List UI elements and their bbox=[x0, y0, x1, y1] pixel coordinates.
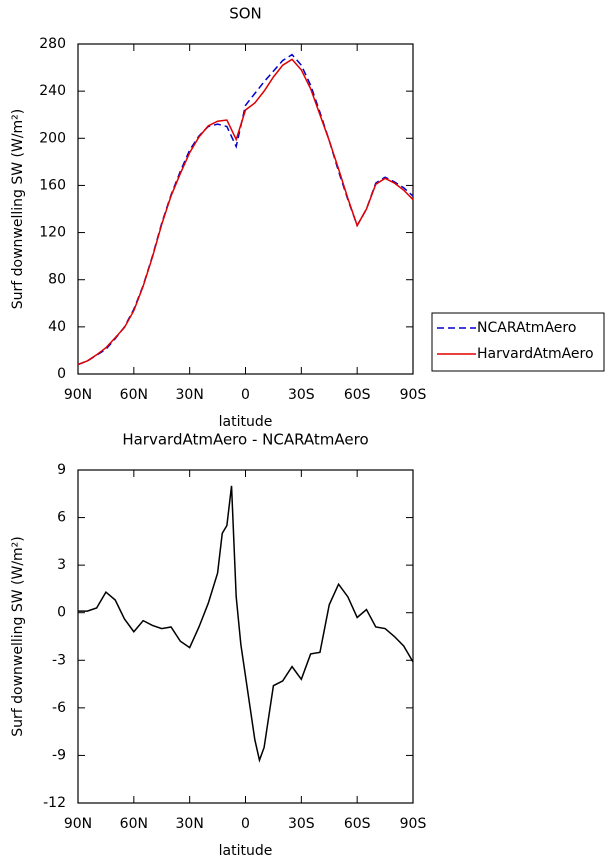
y-tick-label: 0 bbox=[57, 366, 66, 382]
data-line bbox=[77, 58, 414, 366]
y-tick-label: -9 bbox=[52, 747, 66, 763]
legend-box bbox=[431, 312, 605, 372]
x-tick-label: 30S bbox=[288, 387, 315, 403]
x-tick-label: 60N bbox=[120, 387, 148, 403]
x-tick-label: 30N bbox=[176, 387, 204, 403]
x-tick-label: 90N bbox=[64, 816, 92, 832]
plot-frame bbox=[77, 43, 414, 375]
y-tick-label: -12 bbox=[43, 795, 66, 811]
chart-title: HarvardAtmAero - NCARAtmAero bbox=[122, 431, 368, 449]
y-tick-label: 240 bbox=[39, 83, 66, 99]
y-tick-label: 40 bbox=[48, 319, 66, 335]
x-tick-label: 30N bbox=[176, 816, 204, 832]
x-axis-label: latitude bbox=[219, 843, 273, 859]
y-axis-label: Surf downwelling SW (W/m²) bbox=[10, 109, 26, 310]
y-tick-label: 9 bbox=[57, 462, 66, 478]
y-tick-label: -6 bbox=[52, 700, 66, 716]
y-tick-label: -3 bbox=[52, 652, 66, 668]
chart-title: SON bbox=[229, 5, 262, 23]
y-tick-label: 0 bbox=[57, 605, 66, 621]
legend-label: HarvardAtmAero bbox=[477, 346, 594, 362]
data-line bbox=[78, 485, 414, 763]
y-tick-label: 6 bbox=[57, 510, 66, 526]
plot-frame bbox=[77, 469, 414, 804]
x-tick-label: 90S bbox=[400, 387, 427, 403]
x-tick-label: 30S bbox=[288, 816, 315, 832]
x-tick-label: 60S bbox=[344, 816, 371, 832]
legend-label: NCARAtmAero bbox=[477, 320, 576, 336]
x-tick-label: 0 bbox=[241, 387, 250, 403]
x-axis-label: latitude bbox=[219, 414, 273, 430]
y-tick-label: 280 bbox=[39, 36, 66, 52]
x-tick-label: 60S bbox=[344, 387, 371, 403]
data-line bbox=[77, 53, 414, 366]
x-tick-label: 0 bbox=[241, 816, 250, 832]
y-tick-label: 3 bbox=[57, 557, 66, 573]
legend: NCARAtmAero HarvardAtmAero bbox=[431, 312, 605, 372]
y-tick-label: 80 bbox=[48, 272, 66, 288]
y-tick-label: 120 bbox=[39, 225, 66, 241]
x-tick-label: 90N bbox=[64, 387, 92, 403]
y-tick-label: 160 bbox=[39, 177, 66, 193]
y-axis-label: Surf downwelling SW (W/m²) bbox=[10, 536, 26, 737]
y-tick-label: 200 bbox=[39, 130, 66, 146]
x-tick-label: 90S bbox=[400, 816, 427, 832]
x-tick-label: 60N bbox=[120, 816, 148, 832]
